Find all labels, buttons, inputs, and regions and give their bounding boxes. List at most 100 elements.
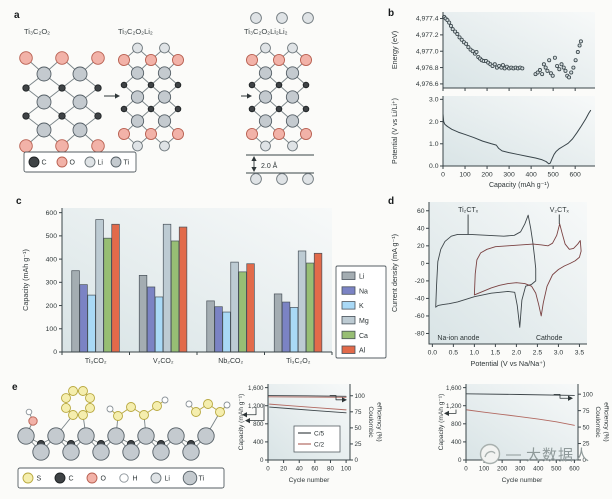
data-point — [459, 37, 464, 42]
density-streak — [225, 107, 239, 123]
atom-ti — [285, 114, 300, 128]
atom-ti — [130, 66, 145, 80]
data-point — [464, 41, 469, 46]
arrowhead — [247, 93, 252, 99]
rect-graphic — [318, 150, 376, 161]
atom-ti — [258, 66, 273, 80]
tick-label: 40 — [296, 466, 303, 473]
tick-label: 100 — [341, 466, 352, 473]
bar-k-3 — [222, 311, 231, 353]
atom-li — [302, 173, 314, 185]
data-point — [450, 27, 455, 32]
structure-formula-1: Ti₃C₂O₂ — [24, 27, 50, 36]
bar-ca-1 — [103, 237, 112, 353]
tick-label: 0 — [464, 466, 468, 473]
tick-label: 400 — [533, 466, 544, 473]
density-streak — [196, 91, 211, 107]
atom-h — [223, 401, 231, 409]
data-point — [557, 67, 562, 72]
tick-label: 1,200 — [248, 403, 264, 410]
rect-graphic — [182, 164, 240, 167]
tick-label: 0 — [441, 172, 445, 179]
atom-li — [287, 42, 298, 54]
atom-ti — [152, 443, 170, 461]
density-blob — [368, 132, 382, 146]
atom-c — [174, 105, 182, 113]
data-point — [575, 50, 580, 55]
watermark-logo — [479, 443, 501, 465]
rect-graphic — [318, 153, 376, 157]
tick-label: 0.0 — [428, 350, 438, 357]
tick-label: 200 — [46, 303, 58, 310]
rect-graphic — [357, 67, 366, 72]
data-point — [537, 68, 542, 73]
density-streak — [347, 91, 362, 107]
tick-label: 25 — [355, 441, 362, 448]
rect-graphic — [330, 67, 339, 72]
rect-graphic — [318, 60, 376, 78]
category-label: Ti₃C₂O₂ — [286, 358, 311, 365]
atom-li — [132, 140, 143, 152]
density-blob — [311, 100, 325, 114]
tick-label: 60 — [417, 208, 425, 215]
li-dot — [345, 130, 347, 132]
data-point — [492, 62, 497, 67]
data-point — [466, 45, 471, 50]
atom-o — [172, 128, 184, 140]
watermark-text: 大数据人 — [526, 446, 591, 464]
panel-label-a: a — [14, 10, 20, 21]
legend-swatch-mg — [341, 316, 356, 325]
structure-formula-2: Ti₃C₂O₂Li₂ — [118, 27, 153, 36]
map-background — [182, 44, 240, 180]
atom-o — [91, 51, 105, 65]
atom-o — [19, 139, 33, 153]
atom-li — [276, 12, 288, 24]
data-point — [541, 62, 546, 67]
arrowhead — [115, 93, 120, 99]
density-streak — [332, 123, 347, 139]
circle-graphic — [209, 105, 212, 108]
atom-o — [145, 128, 157, 140]
tick-label: 300 — [503, 172, 515, 179]
density-blob — [368, 100, 382, 114]
right-axis-label: efficiency (%) — [603, 402, 610, 441]
circle-graphic — [223, 121, 226, 124]
atom-li — [150, 472, 162, 484]
density-blob — [189, 84, 203, 98]
tick-label: 400 — [46, 256, 58, 263]
legend-label: C — [69, 476, 74, 483]
atom-o — [172, 54, 184, 66]
data-point — [555, 63, 560, 68]
li-dot — [374, 98, 376, 100]
annotation-ti2ctx: Ti₂CTₓ — [458, 207, 479, 214]
panel-c-bar-chart: Ti₃CO₂ V₂CO₂ Nb₂CO₂ Ti₃C₂O₂ 0 100 200 300 400 500… — [21, 208, 387, 365]
li-dot — [360, 82, 362, 84]
li-dot — [331, 142, 333, 144]
y-axis-label: Capacity (mAh g⁻¹) — [21, 249, 30, 311]
tick-label: -20 — [415, 278, 425, 285]
atom-s — [61, 403, 71, 413]
atom-o — [118, 128, 130, 140]
tick-label: 800 — [451, 421, 462, 428]
density-blob — [325, 84, 339, 98]
atom-li — [260, 42, 271, 54]
charge-density-map — [311, 44, 382, 180]
atom-o — [28, 416, 38, 426]
tick-label: 20 — [280, 466, 287, 473]
atom-o — [19, 51, 33, 65]
atom-li — [302, 12, 314, 24]
li-dot — [331, 114, 333, 116]
data-series-line — [442, 109, 592, 165]
arrowhead — [568, 395, 573, 401]
atom-h — [161, 396, 169, 404]
density-streak — [182, 107, 196, 123]
tick-label: 4,977.0 — [416, 48, 439, 55]
data-point — [470, 49, 475, 54]
rect-graphic — [182, 143, 240, 146]
li-dot — [360, 114, 362, 116]
circle-graphic — [209, 137, 212, 140]
li-dot — [317, 130, 319, 132]
circle-graphic — [330, 89, 333, 92]
data-point — [552, 55, 557, 60]
circle-graphic — [223, 89, 226, 92]
